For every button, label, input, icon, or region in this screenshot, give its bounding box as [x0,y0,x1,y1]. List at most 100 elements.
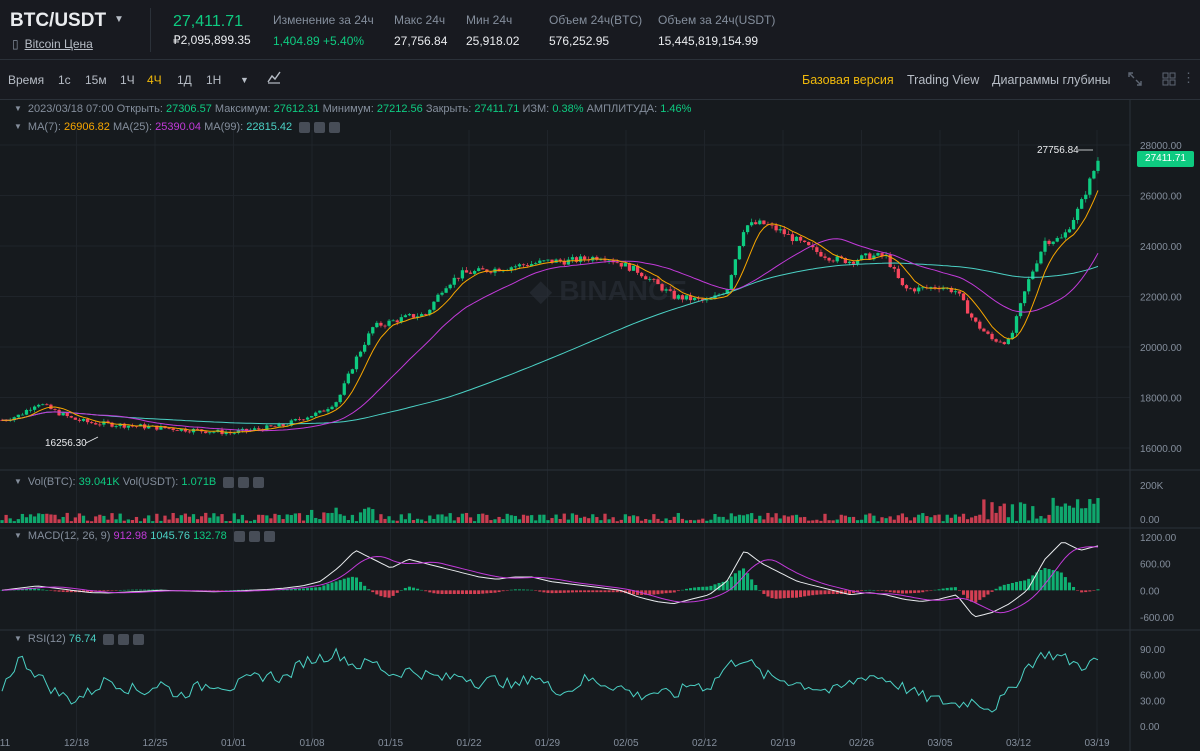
volume-bar [98,514,102,523]
price-tick: 24000.00 [1140,242,1182,253]
more-icon[interactable]: ⋮ [1182,70,1195,85]
candle-body [758,220,762,225]
interval-1w[interactable]: 1Н [206,73,222,87]
candle-body [574,257,579,262]
eye-icon[interactable] [223,476,235,488]
interval-4h[interactable]: 4Ч [147,73,162,87]
candle-body [81,418,86,421]
macd-hist-bar [815,590,819,595]
macd-hist-bar [799,590,803,598]
collapse-icon[interactable]: ▼ [14,122,22,131]
candle-body [16,414,20,418]
macd-hist-bar [338,580,342,591]
settings-icon[interactable] [248,530,260,542]
macd-hist-bar [823,590,827,595]
macd-hist-bar [636,590,640,595]
expand-icon[interactable] [1128,72,1142,89]
volume-bar [827,520,831,523]
volume-bar [183,513,188,523]
collapse-icon[interactable]: ▼ [14,477,22,486]
chart-area[interactable]: ◆ BINANCE 28000.00 26000.00 24000.00 22000.… [0,100,1200,751]
settings-icon[interactable] [118,633,130,645]
interval-15m[interactable]: 15м [85,73,107,87]
macd-hist-bar [884,590,888,592]
settings-icon[interactable] [238,476,250,488]
volume-bar [631,515,636,523]
candle-body [729,275,733,290]
volume-bar [224,521,228,523]
macd-hist-bar [725,580,729,591]
rsi-tick: 60.00 [1140,671,1165,682]
collapse-icon[interactable]: ▼ [14,104,22,113]
candle-body [252,428,257,430]
candle-body [159,426,163,430]
candle-body [949,287,953,293]
candle-body [644,276,648,280]
volume-bar [334,507,338,523]
candle-body [489,271,493,273]
volume-bar [57,519,61,523]
last-price-tag: 27411.71 [1137,151,1194,167]
candle-body [741,232,746,246]
collapse-icon[interactable]: ▼ [14,634,22,643]
candle-body [798,236,803,241]
interval-1d[interactable]: 1Д [177,73,192,87]
volume-bar [692,520,697,523]
collapse-icon[interactable]: ▼ [14,531,22,540]
volume-bar [717,516,721,523]
candle-body [851,261,856,264]
indicator-icon[interactable] [267,70,281,87]
stat-label: Макс 24ч [394,13,446,27]
kline-chart[interactable]: ◆ BINANCE 28000.0026000.0024000.0022000.… [0,100,1200,751]
macd-hist-bar [705,586,709,591]
volume-bar [45,513,49,523]
candle-body [802,240,807,242]
price-rub: ₽2,095,899.35 [173,33,251,47]
macd-hist-bar [33,588,37,591]
eye-icon[interactable] [103,633,115,645]
volume-bar [1055,505,1059,523]
volume-bar [1018,502,1023,523]
interval-1s[interactable]: 1с [58,73,71,87]
volume-bar [472,521,477,523]
macd-hist-bar [864,590,868,591]
volume-bar [705,520,709,523]
volume-bar [130,519,135,523]
settings-icon[interactable] [314,121,326,133]
close-icon[interactable] [329,121,341,133]
chevron-down-icon[interactable]: ▼ [114,14,124,25]
macd-hist-bar [521,589,526,591]
macd-hist-bar [1080,590,1084,593]
close-icon[interactable] [263,530,275,542]
candle-body [648,278,652,280]
interval-1h[interactable]: 1Ч [120,73,135,87]
close-icon[interactable] [133,633,145,645]
close-icon[interactable] [253,476,265,488]
volume-bar [212,513,216,523]
macd-hist-bar [49,590,53,591]
coin-link[interactable]: Bitcoin Цена [24,37,93,51]
view-basic[interactable]: Базовая версия [802,73,894,87]
candle-body [130,425,135,427]
candle-body [118,423,122,427]
volume-bar [1043,518,1047,523]
macd-hist-bar [424,590,428,592]
macd-hist-bar [721,581,725,591]
eye-icon[interactable] [299,121,311,133]
legend-vol-usdt: 1.071B [181,476,217,488]
volume-bar [737,514,742,523]
grid-icon[interactable] [1162,72,1176,89]
view-depth[interactable]: Диаграммы глубины [992,73,1111,87]
pair-title[interactable]: BTC/USDT [10,10,107,31]
candle-body [1014,316,1019,333]
date-tick: 02/19 [770,738,795,749]
macd-hist-bar [448,590,452,595]
macd-line [1,542,1099,618]
macd-hist-bar [134,589,139,591]
eye-icon[interactable] [233,530,245,542]
view-tradingview[interactable]: Trading View [907,73,980,87]
macd-hist-bar [790,590,794,598]
volume-bar [77,513,82,523]
chevron-down-icon[interactable]: ▼ [240,75,249,85]
macd-hist-bar [949,587,953,591]
